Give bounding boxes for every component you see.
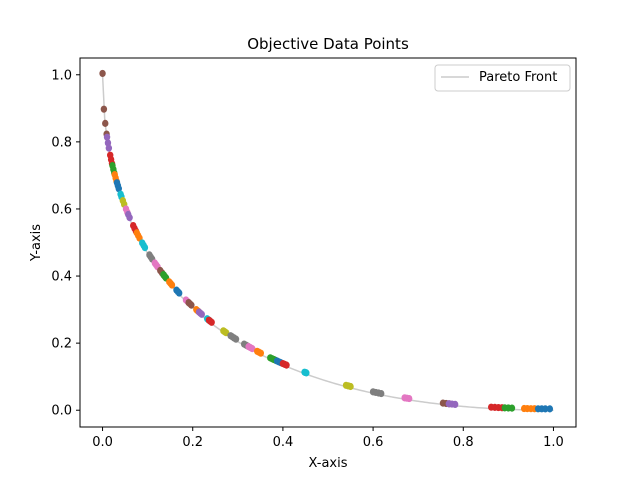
- data-point: [283, 361, 290, 369]
- data-point: [405, 394, 413, 403]
- x-axis-ticks: 0.0 0.2 0.4 0.6 0.8 1.0: [92, 427, 564, 450]
- legend-label-pareto-front: Pareto Front: [479, 70, 557, 85]
- data-point: [103, 133, 111, 141]
- data-point: [303, 369, 310, 377]
- x-axis-label: X-axis: [309, 456, 348, 471]
- data-point: [102, 119, 109, 127]
- x-tick-label: 0.6: [363, 435, 384, 450]
- data-point: [105, 144, 113, 152]
- data-points-layer: [99, 69, 554, 413]
- y-tick-label: 0.6: [51, 202, 72, 217]
- plot-frame: [79, 57, 577, 428]
- data-point: [347, 382, 354, 391]
- data-point: [115, 185, 122, 193]
- x-tick-label: 0.4: [273, 435, 294, 450]
- data-point: [208, 318, 215, 326]
- legend: Pareto Front: [434, 64, 571, 92]
- x-tick-label: 0.0: [92, 435, 113, 450]
- data-point: [188, 301, 195, 309]
- chart-title: Objective Data Points: [247, 35, 409, 53]
- y-tick-label: 0.2: [51, 337, 72, 352]
- data-point: [141, 244, 149, 252]
- x-tick-label: 1.0: [543, 435, 564, 450]
- data-point: [249, 345, 256, 353]
- data-point: [451, 400, 459, 408]
- data-point: [257, 349, 265, 357]
- x-tick-label: 0.8: [453, 435, 474, 450]
- legend-box: [434, 64, 571, 92]
- data-point: [100, 105, 108, 113]
- data-point: [508, 404, 516, 412]
- data-point: [232, 335, 240, 343]
- data-point: [168, 281, 176, 289]
- data-point: [378, 389, 385, 398]
- y-tick-label: 0.4: [51, 270, 72, 285]
- y-tick-label: 0.8: [51, 135, 72, 150]
- data-point: [198, 310, 205, 318]
- data-point: [176, 289, 183, 297]
- data-point: [542, 405, 549, 413]
- y-axis-ticks: 0.0 0.2 0.4 0.6 0.8 1.0: [51, 68, 80, 419]
- x-tick-label: 0.2: [182, 435, 203, 450]
- y-axis-label: Y-axis: [29, 224, 44, 262]
- y-tick-label: 1.0: [51, 68, 72, 83]
- data-point: [546, 405, 554, 413]
- data-point: [126, 214, 133, 222]
- data-point: [99, 69, 106, 78]
- y-tick-label: 0.0: [51, 404, 72, 419]
